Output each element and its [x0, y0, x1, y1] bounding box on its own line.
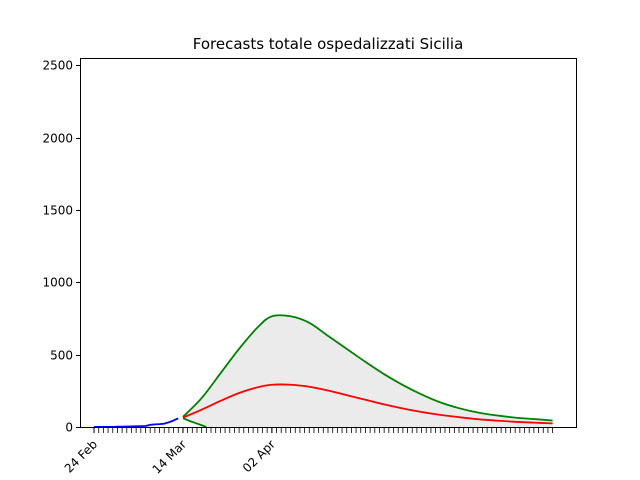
y-tick-label: 1000 [42, 276, 73, 290]
plot-frame [80, 58, 577, 428]
series-line-forecast-upper [182, 314, 553, 422]
y-tick-label: 2500 [42, 59, 73, 73]
y-tick-label: 500 [50, 349, 73, 363]
series-line-forecast-lower [182, 417, 207, 428]
series-line-forecast-central [182, 383, 553, 425]
series-line-observed [94, 417, 179, 428]
y-axis: 0 500 1000 1500 2000 2500 [42, 59, 80, 435]
x-tick-label: 02 Apr [240, 437, 278, 475]
x-tick-label: 24 Feb [62, 437, 100, 475]
series-layer [94, 314, 553, 428]
y-tick-label: 2000 [42, 132, 73, 146]
y-tick-label: 1500 [42, 204, 73, 218]
chart-title: Forecasts totale ospedalizzati Sicilia [193, 35, 464, 53]
x-axis: 24 Feb 14 Mar 02 Apr [62, 427, 553, 477]
confidence-band [182, 315, 553, 427]
y-tick-label: 0 [65, 421, 73, 435]
x-tick-label: 14 Mar [150, 437, 189, 476]
forecast-band-area [182, 315, 553, 427]
